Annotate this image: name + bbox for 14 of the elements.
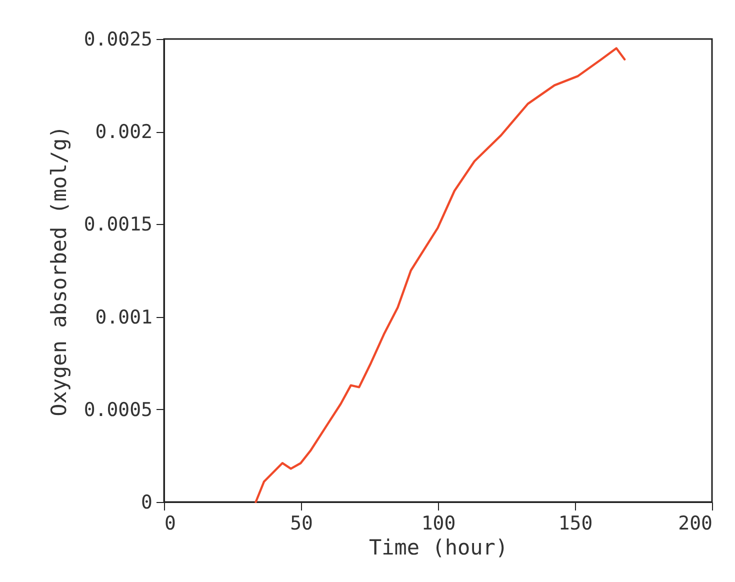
- y-tick-label: 0.001: [95, 306, 152, 328]
- y-axis-title: Oxygen absorbed (mol/g): [46, 126, 71, 416]
- x-tick-label: 150: [558, 512, 593, 534]
- x-tick-label: 0: [164, 512, 176, 534]
- y-tick-label: 0: [141, 492, 152, 514]
- y-tick-label: 0.0005: [84, 398, 152, 421]
- x-tick-label: 50: [290, 512, 313, 534]
- line-series: [254, 47, 626, 504]
- x-axis-title: Time (hour): [368, 536, 508, 560]
- x-tick-label: 200: [678, 512, 712, 534]
- y-tick-label: 0.0015: [84, 214, 152, 236]
- y-tick-label: 0.002: [95, 121, 152, 144]
- y-tick-label: 0.0025: [84, 28, 152, 50]
- x-tick-label: 100: [421, 512, 456, 534]
